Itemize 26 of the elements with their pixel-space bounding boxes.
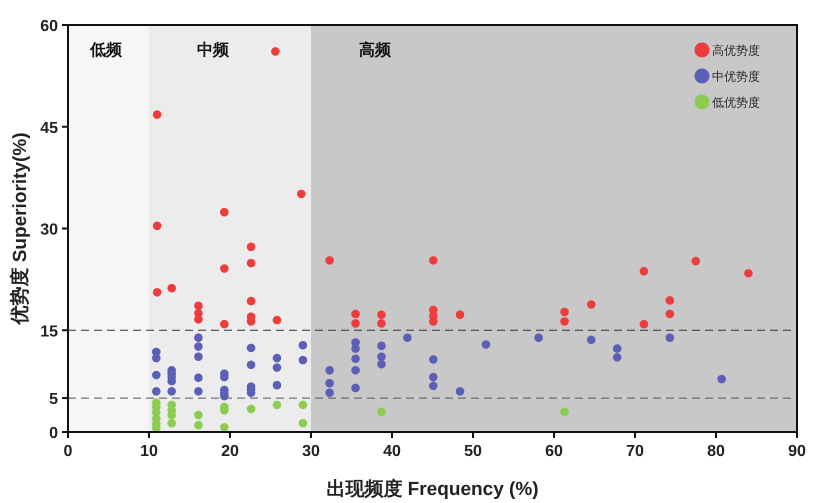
x-tick-label: 30 — [302, 443, 320, 460]
band-label: 低频 — [89, 41, 123, 59]
x-tick-label: 10 — [140, 443, 158, 460]
x-tick-label: 0 — [64, 443, 73, 460]
x-tick-label: 60 — [545, 443, 563, 460]
y-axis-title: 优势度 Superiority(%) — [9, 132, 31, 326]
band-label: 中频 — [197, 41, 230, 59]
legend-label: 低优势度 — [712, 96, 760, 110]
x-tick-label: 40 — [383, 443, 401, 460]
band: 低频 — [68, 25, 149, 432]
x-tick-label: 80 — [707, 443, 725, 460]
x-tick-label: 70 — [626, 443, 644, 460]
band: 中频 — [149, 25, 311, 432]
y-tick-label: 5 — [49, 391, 58, 408]
x-axis-title: 出现频度 Frequency (%) — [326, 478, 539, 500]
legend-label: 中优势度 — [712, 70, 760, 84]
legend-label: 高优势度 — [712, 44, 760, 58]
x-tick-label: 20 — [221, 443, 239, 460]
x-tick-label: 90 — [788, 443, 806, 460]
x-tick-label: 50 — [464, 443, 482, 460]
y-tick-label: 15 — [40, 323, 58, 340]
y-tick-label: 30 — [40, 222, 58, 238]
y-tick-label: 60 — [40, 18, 58, 35]
band-label: 高频 — [359, 40, 392, 59]
y-tick-label: 0 — [49, 425, 58, 442]
y-tick-label: 45 — [40, 120, 58, 137]
